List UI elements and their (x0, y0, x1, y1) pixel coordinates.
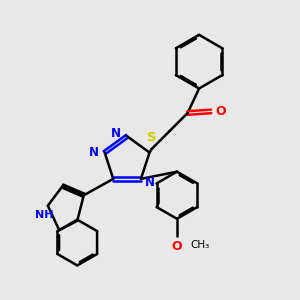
Text: N: N (89, 146, 99, 159)
Text: CH₃: CH₃ (191, 240, 210, 250)
Text: NH: NH (34, 210, 53, 220)
Text: S: S (147, 131, 156, 144)
Text: O: O (215, 105, 226, 118)
Text: N: N (111, 127, 121, 140)
Text: O: O (172, 240, 182, 253)
Text: N: N (145, 176, 155, 189)
